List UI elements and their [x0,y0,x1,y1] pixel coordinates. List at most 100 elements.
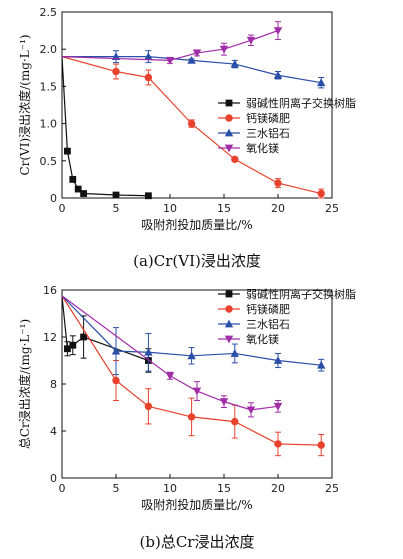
data-point [187,119,196,128]
data-point [112,191,120,199]
y-tick-label: 1.5 [40,80,58,93]
data-point [230,59,239,68]
legend-label: 钙镁磷肥 [246,302,290,316]
data-point [64,147,71,155]
data-point [192,49,202,58]
series-line [61,56,149,197]
legend-label: 氧化镁 [246,141,279,155]
y-tick-label: 2.0 [40,43,58,56]
plot-frame [61,11,333,199]
x-tick-label: 15 [217,482,231,495]
data-point [144,347,153,356]
data-point [112,376,120,385]
x-tick-label: 0 [59,202,66,215]
legend-label: 钙镁磷肥 [246,111,290,125]
series-1 [61,295,325,457]
data-point [273,356,283,364]
y-tick-label: 4 [50,425,57,438]
data-point [69,341,77,349]
data-point [74,185,82,193]
figure-caption: (b)总Cr浸出浓度 [140,533,255,551]
data-point [219,45,229,54]
legend-label: 弱碱性阴离子交换树脂 [246,287,356,301]
x-tick-label: 25 [325,202,339,215]
x-tick-label: 20 [271,202,285,215]
series-3 [61,295,283,418]
x-tick-label: 20 [271,482,285,495]
data-point [80,333,87,341]
x-axis-label: 吸附剂投加质量比/% [141,497,252,512]
data-point [187,55,196,64]
series-1 [61,56,325,199]
y-tick-label: 16 [43,284,57,297]
data-point [144,73,153,82]
legend-marker [224,128,234,137]
y-tick-label: 2.5 [40,6,58,19]
data-point [317,78,326,87]
legend-marker [224,335,234,344]
series-0 [61,295,152,373]
legend-label: 氧化镁 [246,332,279,346]
legend-marker [225,290,233,298]
data-point [219,398,229,407]
data-point [165,56,175,65]
x-tick-label: 10 [163,202,177,215]
data-point [246,406,256,415]
y-axis-label: Cr(VI)浸出浓度/(mg·L⁻¹) [17,34,32,175]
data-point [273,70,283,79]
data-point [274,179,282,187]
data-point [165,372,175,381]
data-point [274,440,282,448]
x-tick-label: 15 [217,202,231,215]
data-point [192,387,202,396]
data-point [80,190,87,197]
legend-marker [225,114,233,122]
y-tick-label: 1.0 [40,118,58,131]
series-line [61,30,279,61]
series-2 [61,295,326,376]
data-point [246,36,256,45]
data-point [230,349,239,357]
data-point [187,351,196,360]
data-point [145,192,152,200]
y-tick-label: 0 [50,472,57,485]
data-point [112,67,120,76]
data-point [317,441,325,449]
y-tick-label: 12 [43,331,57,344]
data-point [69,176,77,183]
figure-caption: (a)Cr(VI)浸出浓度 [133,252,261,270]
data-point [273,402,283,411]
data-point [187,413,196,421]
y-axis-label: 总Cr浸出浓度/(mg·L⁻¹) [17,319,32,449]
data-point [231,417,239,426]
series-2 [62,50,326,89]
series-3 [61,21,283,65]
data-point [317,360,326,369]
legend-marker [224,319,234,328]
legend-marker [224,144,234,153]
y-tick-label: 0 [50,192,57,205]
data-point [64,345,71,353]
data-point [273,27,283,35]
x-tick-label: 0 [59,482,66,495]
data-point [317,189,325,198]
series-line [61,295,279,411]
data-point [144,402,153,411]
legend-marker [225,305,233,313]
x-tick-label: 25 [325,482,339,495]
chart-b: 0 5 10 15 20 25 0 4 8 12 16 吸附剂投加质量比/% 总Cr浸出浓度/(mg·L… [17,284,356,551]
legend-label: 弱碱性阴离子交换树脂 [246,96,356,110]
y-tick-label: 8 [50,378,57,391]
data-point [144,52,153,61]
chart-a: 0 5 10 15 20 25 0 0.5 1.0 1.5 2.0 2.5 吸附剂投加质量比/% Cr(V… [17,6,356,270]
legend-marker [225,99,233,107]
legend-label: 三水铝石 [246,126,290,140]
series-0 [61,56,152,200]
data-point [111,346,121,355]
y-tick-label: 0.5 [40,155,58,168]
data-point [231,155,239,164]
x-tick-label: 10 [163,482,177,495]
